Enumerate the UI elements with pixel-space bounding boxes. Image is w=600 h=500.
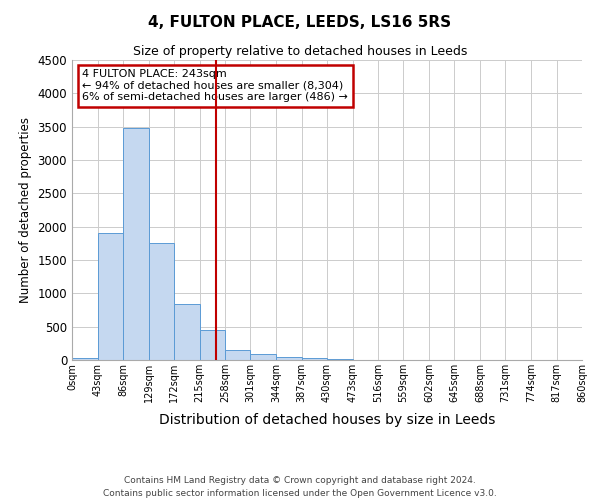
Bar [225, 350, 251, 360]
Bar [199, 330, 225, 360]
Text: 4, FULTON PLACE, LEEDS, LS16 5RS: 4, FULTON PLACE, LEEDS, LS16 5RS [148, 15, 452, 30]
Y-axis label: Number of detached properties: Number of detached properties [19, 117, 32, 303]
Bar [149, 242, 174, 360]
Bar [97, 234, 123, 360]
Text: Contains HM Land Registry data © Crown copyright and database right 2024.
Contai: Contains HM Land Registry data © Crown c… [103, 476, 497, 498]
Bar [72, 358, 97, 360]
Bar [327, 359, 353, 360]
X-axis label: Distribution of detached houses by size in Leeds: Distribution of detached houses by size … [159, 414, 495, 428]
Bar [302, 358, 327, 360]
Bar [251, 354, 276, 360]
Bar [174, 304, 199, 360]
Bar [123, 128, 149, 360]
Text: 4 FULTON PLACE: 243sqm
← 94% of detached houses are smaller (8,304)
6% of semi-d: 4 FULTON PLACE: 243sqm ← 94% of detached… [82, 69, 348, 102]
Bar [276, 356, 302, 360]
Text: Size of property relative to detached houses in Leeds: Size of property relative to detached ho… [133, 45, 467, 58]
